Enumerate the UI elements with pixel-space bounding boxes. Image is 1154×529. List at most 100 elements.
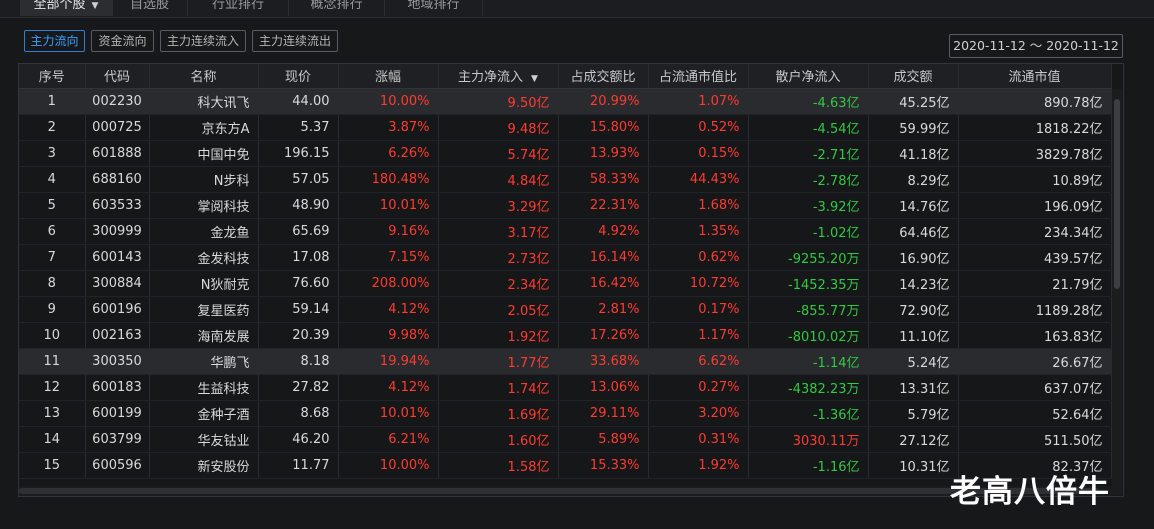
cap-ratio-cell: 1.92% — [648, 452, 749, 479]
stock-code-cell: 688160 — [85, 166, 150, 193]
current-price-cell: 17.08 — [258, 244, 339, 271]
stock-name-cell: 生益科技 — [149, 374, 259, 401]
scrollbar-thumb[interactable] — [19, 488, 1099, 494]
volume-cell: 16.90亿 — [868, 244, 959, 271]
filter-main-flow-button[interactable]: 主力流向 — [24, 30, 85, 52]
col-header-retail-inflow[interactable]: 散户净流入 — [748, 64, 869, 89]
turnover-ratio-cell: 15.80% — [558, 114, 649, 141]
change-pct-cell: 3.87% — [338, 114, 439, 141]
stock-name-cell: 金种子酒 — [149, 400, 259, 427]
col-header-volume[interactable]: 成交额 — [868, 64, 959, 89]
table-row[interactable]: 15 600596 新安股份 11.77 10.00% 1.58亿 15.33% 1.92% -… — [19, 452, 1112, 479]
stock-name-cell: 金龙鱼 — [149, 218, 259, 245]
col-header-code[interactable]: 代码 — [85, 64, 150, 89]
scrollbar-thumb[interactable] — [1114, 99, 1120, 289]
tab-label: 全部个股 — [33, 0, 86, 12]
col-header-change[interactable]: 涨幅 — [338, 64, 439, 89]
stock-name-cell: 新安股份 — [149, 452, 259, 479]
turnover-ratio-cell: 2.81% — [558, 296, 649, 323]
table-row[interactable]: 6 300999 金龙鱼 65.69 9.16% 3.17亿 4.92% 1.35% -1.02… — [19, 218, 1112, 245]
main-net-inflow-cell: 1.69亿 — [438, 400, 559, 427]
table-row[interactable]: 7 600143 金发科技 17.08 7.15% 2.73亿 16.14% 0.62% -92… — [19, 244, 1112, 271]
current-price-cell: 20.39 — [258, 322, 339, 349]
watermark-text: 老高八倍牛 — [950, 474, 1110, 510]
table-row[interactable]: 10 002163 海南发展 20.39 9.98% 1.92亿 17.26% 1.17% -8… — [19, 322, 1112, 349]
table-row[interactable]: 11 300350 华鹏飞 8.18 19.94% 1.77亿 33.68% 6.62% -1.… — [19, 348, 1112, 375]
stock-code-cell: 603533 — [85, 192, 150, 219]
filter-main-continuous-in-button[interactable]: 主力连续流入 — [160, 30, 246, 52]
main-net-inflow-cell: 1.58亿 — [438, 452, 559, 479]
filter-fund-flow-button[interactable]: 资金流向 — [91, 30, 154, 52]
retail-net-inflow-cell: -1.36亿 — [748, 400, 869, 427]
stock-name-cell: 海南发展 — [149, 322, 259, 349]
cap-ratio-cell: 44.43% — [648, 166, 749, 193]
volume-cell: 5.79亿 — [868, 400, 959, 427]
vertical-scrollbar[interactable] — [1112, 89, 1122, 495]
col-header-turnover-ratio[interactable]: 占成交额比 — [558, 64, 649, 89]
cap-ratio-cell: 0.62% — [648, 244, 749, 271]
cap-ratio-cell: 1.07% — [648, 88, 749, 115]
market-cap-cell: 10.89亿 — [958, 166, 1112, 193]
row-index-cell: 10 — [19, 322, 86, 349]
tab-label: 地域排行 — [407, 0, 460, 12]
col-header-market-cap[interactable]: 流通市值 — [958, 64, 1112, 89]
retail-net-inflow-cell: -4382.23万 — [748, 374, 869, 401]
col-header-index[interactable]: 序号 — [19, 64, 86, 89]
stock-table: 序号 代码 名称 现价 涨幅 主力净流入 ▼ 占成交额比 占流通市值比 散户净流入… — [18, 63, 1124, 497]
col-header-cap-ratio[interactable]: 占流通市值比 — [648, 64, 749, 89]
col-header-main-inflow[interactable]: 主力净流入 ▼ — [438, 64, 559, 89]
stock-name-cell: 京东方A — [149, 114, 259, 141]
table-row[interactable]: 5 603533 掌阅科技 48.90 10.01% 3.29亿 22.31% 1.68% -3… — [19, 192, 1112, 219]
main-net-inflow-cell: 1.92亿 — [438, 322, 559, 349]
change-pct-cell: 10.01% — [338, 400, 439, 427]
current-price-cell: 46.20 — [258, 426, 339, 453]
horizontal-scrollbar[interactable] — [19, 486, 1113, 496]
stock-name-cell: 华友钴业 — [149, 426, 259, 453]
col-header-name[interactable]: 名称 — [149, 64, 259, 89]
stock-code-cell: 600143 — [85, 244, 150, 271]
volume-cell: 41.18亿 — [868, 140, 959, 167]
tab-watchlist[interactable]: 自选股 — [112, 0, 188, 16]
chevron-down-icon[interactable]: ▼ — [91, 1, 99, 11]
main-net-inflow-cell: 3.29亿 — [438, 192, 559, 219]
main-net-inflow-cell: 2.34亿 — [438, 270, 559, 297]
row-index-cell: 2 — [19, 114, 86, 141]
table-row[interactable]: 2 000725 京东方A 5.37 3.87% 9.48亿 15.80% 0.52% -4.5… — [19, 114, 1112, 141]
change-pct-cell: 9.98% — [338, 322, 439, 349]
cap-ratio-cell: 3.20% — [648, 400, 749, 427]
stock-code-cell: 600183 — [85, 374, 150, 401]
turnover-ratio-cell: 13.93% — [558, 140, 649, 167]
market-cap-cell: 52.64亿 — [958, 400, 1112, 427]
filter-main-continuous-out-button[interactable]: 主力连续流出 — [252, 30, 338, 52]
market-cap-cell: 511.50亿 — [958, 426, 1112, 453]
row-index-cell: 3 — [19, 140, 86, 167]
stock-code-cell: 002230 — [85, 88, 150, 115]
table-row[interactable]: 13 600199 金种子酒 8.68 10.01% 1.69亿 29.11% 3.20% -1… — [19, 400, 1112, 427]
market-cap-cell: 82.37亿 — [958, 452, 1112, 479]
table-row[interactable]: 8 300884 N狄耐克 76.60 208.00% 2.34亿 16.42% 10.72%… — [19, 270, 1112, 297]
row-index-cell: 11 — [19, 348, 86, 375]
table-row[interactable]: 12 600183 生益科技 27.82 4.12% 1.74亿 13.06% 0.27% -4… — [19, 374, 1112, 401]
table-row[interactable]: 9 600196 复星医药 59.14 4.12% 2.05亿 2.81% 0.17% -855… — [19, 296, 1112, 323]
retail-net-inflow-cell: -1452.35万 — [748, 270, 869, 297]
tab-all-stocks[interactable]: 全部个股 ▼ — [20, 0, 113, 16]
tab-label: 概念排行 — [310, 0, 363, 12]
table-row[interactable]: 1 002230 科大讯飞 44.00 10.00% 9.50亿 20.99% 1.07% -4… — [19, 88, 1112, 115]
main-net-inflow-cell: 2.05亿 — [438, 296, 559, 323]
table-row[interactable]: 4 688160 N步科 57.05 180.48% 4.84亿 58.33% 44.43% -… — [19, 166, 1112, 193]
col-header-price[interactable]: 现价 — [258, 64, 339, 89]
stock-code-cell: 601888 — [85, 140, 150, 167]
tab-industry-rank[interactable]: 行业排行 — [188, 0, 289, 16]
stock-code-cell: 600199 — [85, 400, 150, 427]
market-cap-cell: 234.34亿 — [958, 218, 1112, 245]
cap-ratio-cell: 6.62% — [648, 348, 749, 375]
table-row[interactable]: 3 601888 中国中免 196.15 6.26% 5.74亿 13.93% 0.15% -2… — [19, 140, 1112, 167]
tab-region-rank[interactable]: 地域排行 — [385, 0, 483, 16]
table-row[interactable]: 14 603799 华友钴业 46.20 6.21% 1.60亿 5.89% 0.31% 303… — [19, 426, 1112, 453]
turnover-ratio-cell: 33.68% — [558, 348, 649, 375]
turnover-ratio-cell: 16.14% — [558, 244, 649, 271]
date-range-picker[interactable]: 2020-11-12 ～ 2020-11-12 — [949, 34, 1123, 58]
tab-concept-rank[interactable]: 概念排行 — [289, 0, 385, 16]
current-price-cell: 8.68 — [258, 400, 339, 427]
current-price-cell: 11.77 — [258, 452, 339, 479]
